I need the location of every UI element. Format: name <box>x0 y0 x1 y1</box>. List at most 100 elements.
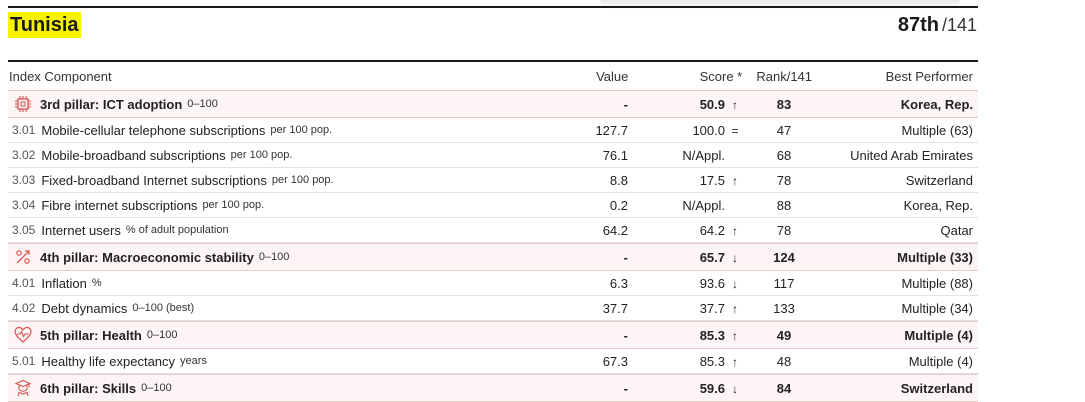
component-unit: 0–100 <box>141 382 172 394</box>
table-body: 3rd pillar: ICT adoption 0–100 - 50.9 ↑ 83 Kor… <box>8 90 978 402</box>
component-unit: 0–100 <box>187 98 218 110</box>
score-value: 65.7 <box>699 249 725 265</box>
value-cell: - <box>623 380 628 396</box>
top-rule <box>8 6 978 8</box>
value-cell: - <box>623 96 628 112</box>
score-value: N/Appl. <box>682 197 725 213</box>
graduate-icon <box>14 379 32 397</box>
arrow-down-icon: ↓ <box>732 250 738 265</box>
component-cell: 3.01 Mobile-cellular telephone subscripti… <box>8 123 548 138</box>
component-cell: 3rd pillar: ICT adoption 0–100 <box>8 95 548 113</box>
arrow-up-icon: ↑ <box>732 354 738 369</box>
component-unit: 0–100 <box>258 251 290 263</box>
value-cell: 64.2 <box>602 222 628 238</box>
indicator-row: 4.01 Inflation% 6.3 93.6 ↓ 117 Multiple (88) <box>8 271 978 296</box>
indicator-row: 3.02 Mobile-broadband subscriptions per 10… <box>8 143 978 168</box>
component-cell: 3.05 Internet users % of adult population <box>8 223 548 238</box>
heart-pulse-icon <box>14 326 32 344</box>
table-header: Index Component Value Score * Rank/141 B… <box>8 62 978 90</box>
percent-icon <box>14 248 32 266</box>
arrow-up-icon: ↑ <box>732 97 738 112</box>
score-value: 50.9 <box>699 96 725 112</box>
pillar-row: 3rd pillar: ICT adoption 0–100 - 50.9 ↑ 83 Kor… <box>8 90 978 118</box>
indicator-table: Index Component Value Score * Rank/141 B… <box>8 62 978 402</box>
arrow-up-icon: ↑ <box>732 173 738 188</box>
component-label: Fibre internet subscriptions <box>41 197 198 213</box>
score-value: 100.0 <box>692 122 725 138</box>
score-cell: 50.9 ↑ <box>628 97 748 112</box>
component-cell: 6th pillar: Skills 0–100 <box>8 379 548 397</box>
table-rule <box>8 60 978 62</box>
score-cell: 85.3 ↑ <box>628 354 748 369</box>
component-label: 5th pillar: Health <box>40 327 142 343</box>
indicator-row: 4.02 Debt dynamics 0–100 (best) 37.7 37.7 ↑ 13… <box>8 296 978 321</box>
best-performer-cell: Qatar <box>940 222 973 238</box>
value-cell: - <box>623 327 628 343</box>
best-performer-cell: Korea, Rep. <box>903 197 973 213</box>
value-cell: 8.8 <box>609 172 628 188</box>
component-unit: % of adult population <box>125 224 229 236</box>
value-cell: 127.7 <box>595 122 628 138</box>
rank-cell: 83 <box>776 96 792 112</box>
best-performer-cell: Switzerland <box>900 380 973 396</box>
indicator-row: 3.05 Internet users % of adult population 6… <box>8 218 978 243</box>
component-cell: 3.02 Mobile-broadband subscriptions per 10… <box>8 148 548 163</box>
value-cell: 76.1 <box>602 147 628 163</box>
best-performer-cell: Multiple (63) <box>901 122 973 138</box>
indicator-row: 3.01 Mobile-cellular telephone subscripti… <box>8 118 978 143</box>
rank-cell: 47 <box>776 122 792 138</box>
component-unit: 0–100 <box>146 329 178 341</box>
best-performer-cell: Multiple (4) <box>908 353 973 369</box>
arrow-up-icon: ↑ <box>732 328 738 343</box>
pillar-row: 5th pillar: Health 0–100 - 85.3 ↑ 49 Multiple … <box>8 321 978 349</box>
score-value: 17.5 <box>699 172 725 188</box>
arrow-down-icon: ↓ <box>732 381 738 396</box>
score-value: 93.6 <box>699 275 725 291</box>
indicator-code: 3.03 <box>12 173 36 187</box>
score-value: 85.3 <box>699 327 725 343</box>
header-component: Index Component <box>9 68 112 84</box>
chip-icon <box>14 95 32 113</box>
component-cell: 4th pillar: Macroeconomic stability 0–100 <box>8 248 548 266</box>
pillar-row: 6th pillar: Skills 0–100 - 59.6 ↓ 84 Switzerla… <box>8 374 978 402</box>
indicator-code: 3.05 <box>12 223 36 237</box>
score-cell: 17.5 ↑ <box>628 173 748 188</box>
component-cell: 3.03 Fixed-broadband Internet subscriptio… <box>8 173 548 188</box>
country-name: Tunisia <box>8 12 81 38</box>
component-label: Mobile-broadband subscriptions <box>41 147 226 163</box>
equal-icon: = <box>731 123 739 138</box>
indicator-code: 4.02 <box>12 301 36 315</box>
overall-rank: 87th/141 <box>898 12 977 38</box>
indicator-code: 3.02 <box>12 148 36 162</box>
component-cell: 4.01 Inflation% <box>8 276 548 291</box>
component-unit: per 100 pop. <box>271 174 334 186</box>
component-label: 4th pillar: Macroeconomic stability <box>40 249 254 265</box>
rank-cell: 133 <box>773 300 795 316</box>
score-value: 64.2 <box>699 222 725 238</box>
component-cell: 3.04 Fibre internet subscriptions per 100 … <box>8 198 548 213</box>
score-cell: N/Appl. <box>628 198 748 213</box>
header-rank: Rank/141 <box>756 68 813 84</box>
component-unit: 0–100 (best) <box>132 302 195 314</box>
component-label: Mobile-cellular telephone subscriptions <box>41 122 266 138</box>
rank-cell: 78 <box>776 222 792 238</box>
indicator-code: 3.04 <box>12 198 36 212</box>
rank-cell: 49 <box>776 327 792 343</box>
arrow-up-icon: ↑ <box>732 223 738 238</box>
score-cell: 59.6 ↓ <box>628 381 748 396</box>
value-cell: 37.7 <box>602 300 628 316</box>
indicator-row: 5.01 Healthy life expectancy years 67.3 85.3… <box>8 349 978 374</box>
indicator-code: 5.01 <box>12 354 36 368</box>
component-cell: 4.02 Debt dynamics 0–100 (best) <box>8 301 548 316</box>
score-value: N/Appl. <box>682 147 725 163</box>
component-cell: 5.01 Healthy life expectancy years <box>8 354 548 369</box>
component-unit: per 100 pop. <box>202 199 265 211</box>
arrow-down-icon: ↓ <box>732 276 738 291</box>
overall-rank-value: 87th <box>897 14 939 36</box>
rank-cell: 117 <box>773 275 795 291</box>
score-cell: 85.3 ↑ <box>628 328 748 343</box>
best-performer-cell: Korea, Rep. <box>900 96 973 112</box>
score-cell: 37.7 ↑ <box>628 301 748 316</box>
best-performer-cell: Multiple (33) <box>897 249 973 265</box>
component-label: 6th pillar: Skills <box>40 380 137 396</box>
